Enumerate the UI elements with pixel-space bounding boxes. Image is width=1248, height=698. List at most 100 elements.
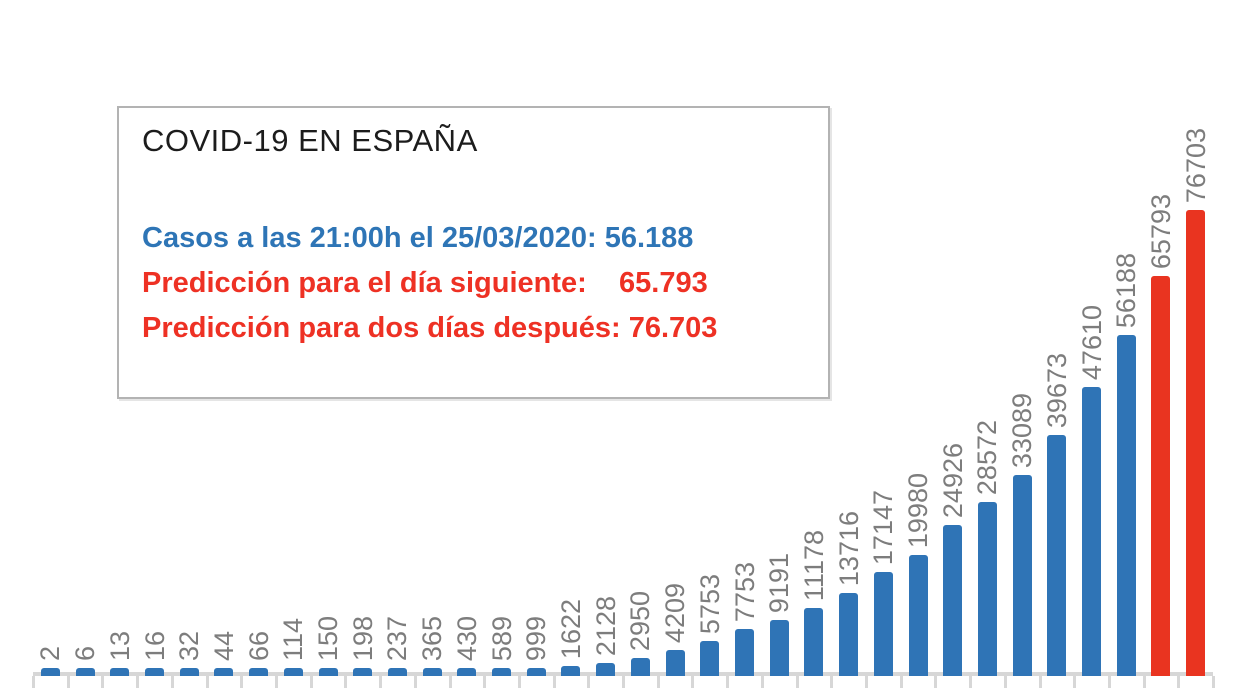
bar-value-label: 6 <box>70 645 101 661</box>
actual-cases-bar <box>873 571 893 676</box>
x-axis-tick <box>1038 676 1042 688</box>
x-axis-tick <box>1003 676 1007 688</box>
bar-value-label: 28572 <box>972 420 1003 496</box>
x-axis-tick <box>726 676 730 688</box>
bar-value-label: 11178 <box>798 530 829 602</box>
actual-cases-bar <box>943 524 963 676</box>
bar-value-label: 2950 <box>625 591 656 652</box>
actual-cases-bar <box>526 668 546 676</box>
actual-cases-bar <box>179 668 199 676</box>
x-axis-tick <box>969 676 973 688</box>
x-axis-tick <box>517 676 521 688</box>
prediction-bar <box>1186 210 1206 676</box>
x-axis-tick <box>934 676 938 688</box>
bar-value-label: 1622 <box>555 599 586 660</box>
x-axis-tick <box>1177 676 1181 688</box>
x-axis-tick <box>448 676 452 688</box>
actual-cases-bar <box>457 668 477 676</box>
x-axis-tick <box>32 676 35 688</box>
bar-value-label: 32 <box>174 630 205 661</box>
actual-cases-bar <box>249 668 269 676</box>
actual-cases-bar <box>492 668 511 676</box>
x-axis-tick <box>1073 676 1077 688</box>
prediction-next-day-annotation: Predicción para el día siguiente: 65.793 <box>142 267 708 299</box>
x-axis-tick <box>760 676 764 688</box>
bar-value-label: 237 <box>382 615 413 661</box>
x-axis-tick <box>483 676 487 688</box>
x-axis-line <box>33 672 1213 676</box>
actual-cases-bar <box>1047 435 1067 676</box>
bar-value-label: 44 <box>208 630 239 661</box>
info-box: COVID-19 EN ESPAÑA Casos a las 21:00h el… <box>117 106 830 399</box>
x-axis-tick <box>205 676 209 688</box>
bar-value-label: 66 <box>243 630 274 661</box>
x-axis-tick <box>1107 676 1111 688</box>
actual-cases-bar <box>804 608 824 676</box>
actual-cases-bar <box>283 668 303 676</box>
bar-value-label: 114 <box>278 617 309 661</box>
x-axis-tick <box>240 676 244 688</box>
x-axis-tick <box>587 676 591 688</box>
bar-value-label: 5753 <box>694 573 725 634</box>
actual-cases-bar <box>769 620 789 676</box>
bar-value-label: 33089 <box>1007 392 1038 468</box>
prediction-two-days-annotation: Predicción para dos días después: 76.703 <box>142 312 718 344</box>
actual-cases-bar <box>630 658 650 676</box>
actual-cases-bar <box>40 668 60 676</box>
x-axis-tick <box>274 676 278 688</box>
bar-value-label: 198 <box>347 615 378 661</box>
x-axis-tick <box>309 676 313 688</box>
prediction-bar <box>1151 276 1171 676</box>
actual-cases-bar <box>700 641 720 676</box>
x-axis-tick <box>413 676 417 688</box>
x-axis-tick <box>795 676 799 688</box>
x-axis-tick <box>552 676 556 688</box>
bar-value-label: 7753 <box>729 561 760 622</box>
bar-value-label: 365 <box>417 615 448 661</box>
bar-value-label: 65793 <box>1145 194 1176 270</box>
x-axis-tick <box>136 676 140 688</box>
cases-annotation: Casos a las 21:00h el 25/03/2020: 56.188 <box>142 222 694 254</box>
actual-cases-bar <box>145 668 164 676</box>
x-axis-tick <box>344 676 348 688</box>
x-axis-tick <box>379 676 383 688</box>
bar-value-label: 4209 <box>660 583 691 644</box>
x-axis-tick <box>899 676 903 688</box>
actual-cases-bar <box>977 502 997 676</box>
x-axis-tick <box>1142 676 1146 688</box>
bar-value-label: 430 <box>451 615 482 661</box>
annotation-lines: Casos a las 21:00h el 25/03/2020: 56.188… <box>142 216 828 351</box>
bar-value-label: 19980 <box>903 472 933 548</box>
actual-cases-bar <box>387 668 407 676</box>
chart-title: COVID-19 EN ESPAÑA <box>142 123 478 158</box>
x-axis-tick <box>830 676 834 688</box>
actual-cases-bar <box>110 668 130 676</box>
actual-cases-bar <box>1082 386 1101 676</box>
actual-cases-bar <box>665 650 685 676</box>
bar-value-label: 9191 <box>764 553 795 614</box>
actual-cases-bar <box>596 663 616 676</box>
bar-value-label: 13 <box>104 630 135 661</box>
bar-value-label: 76703 <box>1180 127 1211 203</box>
actual-cases-bar <box>353 668 373 676</box>
x-axis-tick <box>691 676 695 688</box>
bar-value-label: 16 <box>139 630 170 661</box>
x-axis-tick <box>656 676 660 688</box>
bar-value-label: 589 <box>486 615 517 661</box>
bar-value-label: 39673 <box>1041 352 1072 428</box>
actual-cases-bar <box>561 666 581 676</box>
bar-value-label: 999 <box>521 615 552 661</box>
actual-cases-bar <box>1012 475 1032 676</box>
bar-value-label: 2 <box>35 645 66 661</box>
bar-value-label: 2128 <box>590 596 621 657</box>
bar-value-label: 150 <box>313 615 343 661</box>
x-axis-tick <box>170 676 174 688</box>
actual-cases-bar <box>1116 334 1136 676</box>
bar-value-label: 24926 <box>937 442 968 518</box>
bar-value-label: 13716 <box>833 510 864 586</box>
bar-value-label: 17147 <box>868 489 899 565</box>
actual-cases-bar <box>75 668 95 676</box>
actual-cases-bar <box>908 554 928 676</box>
